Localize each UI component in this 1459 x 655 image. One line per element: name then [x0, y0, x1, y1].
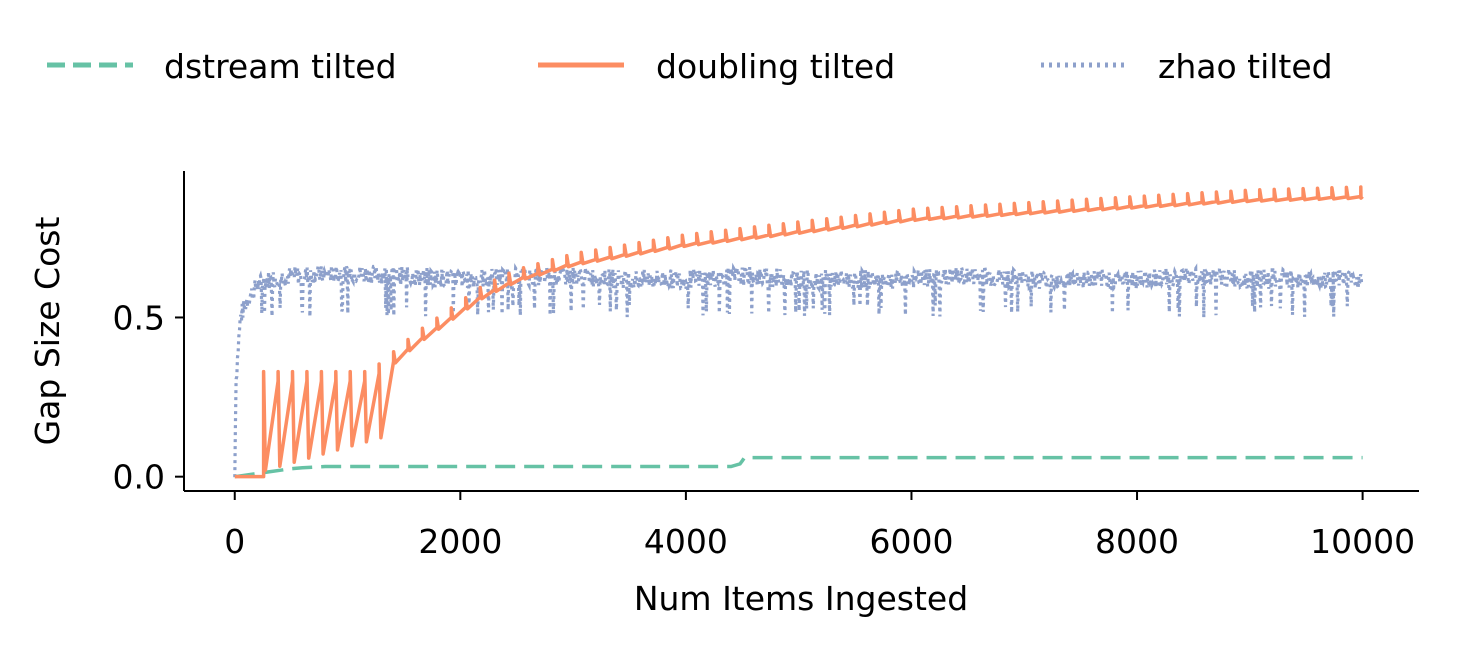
legend-label-doubling-tilted: doubling tilted: [656, 47, 895, 86]
series-line-zhao-tilted: [233, 261, 1364, 478]
y-tick-label: 0.0: [113, 458, 165, 497]
x-tick-label: 4000: [644, 522, 728, 561]
y-ticks: 0.0 0.5: [113, 298, 184, 497]
x-tick-label: 0: [224, 522, 245, 561]
x-tick-label: 10000: [1310, 522, 1415, 561]
y-tick-label: 0.5: [113, 298, 165, 337]
plot-area: [233, 185, 1364, 479]
series-line-dstream-tilted: [234, 455, 1363, 479]
legend: dstream tilted doubling tilted zhao tilt…: [47, 47, 1333, 86]
x-tick-label: 6000: [869, 522, 953, 561]
series-line-doubling-tilted: [234, 185, 1364, 479]
legend-label-dstream-tilted: dstream tilted: [164, 47, 397, 86]
x-tick-label: 2000: [418, 522, 502, 561]
x-axis-label: Num Items Ingested: [634, 579, 968, 618]
legend-label-zhao-tilted: zhao tilted: [1158, 47, 1333, 86]
x-tick-label: 8000: [1095, 522, 1179, 561]
y-axis-label: Gap Size Cost: [28, 217, 67, 446]
x-ticks: 0 2000 4000 6000 8000 10000: [224, 491, 1415, 561]
